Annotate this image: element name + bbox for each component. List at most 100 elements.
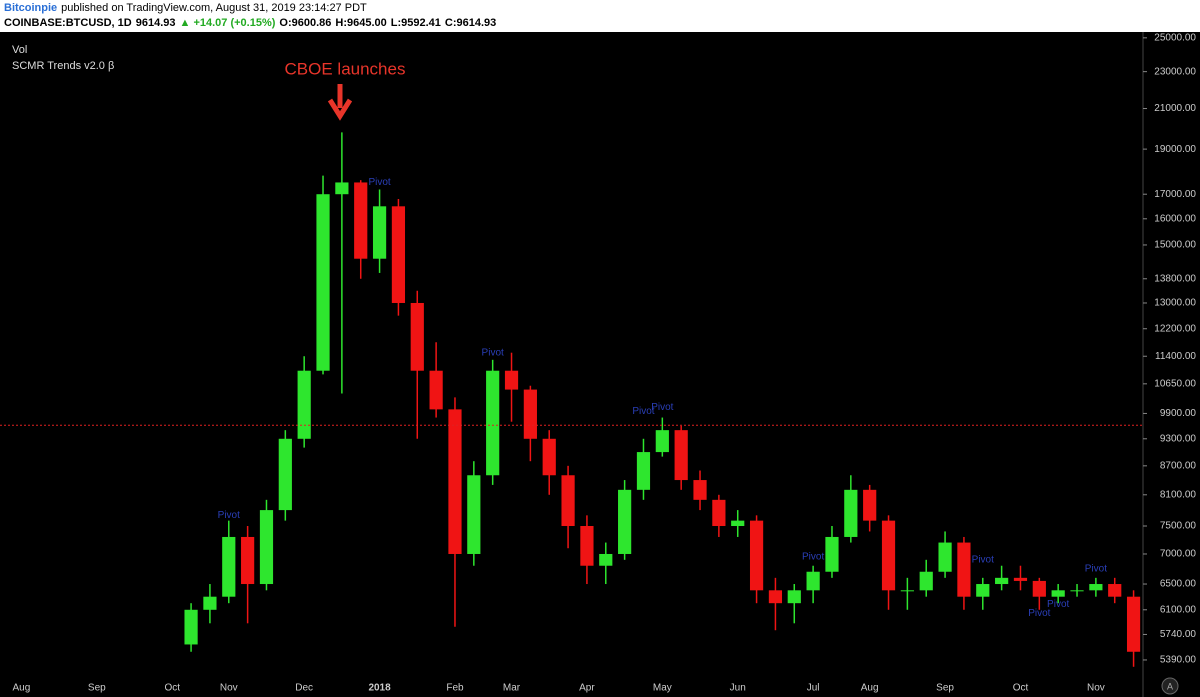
candle-body	[354, 182, 368, 259]
low: L:9592.41	[390, 17, 441, 29]
high: H:9645.00	[335, 17, 387, 29]
candle-body	[825, 536, 839, 572]
legend-item: Vol	[12, 44, 27, 56]
candle-body	[523, 389, 537, 439]
y-tick-label: 5740.00	[1160, 629, 1197, 640]
x-tick-label: Mar	[503, 683, 521, 694]
candle-body	[938, 542, 952, 572]
candle-body	[278, 438, 292, 511]
y-tick-label: 7000.00	[1160, 549, 1197, 560]
author[interactable]: Bitcoinpie	[4, 2, 58, 14]
y-tick-label: 11400.00	[1155, 351, 1196, 362]
pivot-label: Pivot	[482, 347, 504, 358]
candle-body	[222, 536, 236, 597]
candle-body	[372, 206, 387, 259]
x-tick-label: Sep	[936, 683, 954, 694]
published: published on TradingView.com, August 31,…	[61, 2, 367, 14]
last: 9614.93	[135, 17, 176, 29]
x-tick-label: Dec	[295, 683, 313, 694]
y-tick-label: 9900.00	[1160, 408, 1197, 419]
candle-body	[580, 526, 594, 566]
y-tick-label: 10650.00	[1154, 378, 1196, 389]
x-tick-label: Oct	[164, 683, 180, 694]
candle-body	[618, 489, 632, 554]
candle-body	[844, 489, 858, 537]
y-tick-label: 23000.00	[1154, 66, 1196, 77]
candle-body	[542, 438, 556, 476]
y-tick-label: 6500.00	[1160, 579, 1197, 590]
y-tick-label: 15000.00	[1154, 240, 1196, 251]
candle-body	[599, 553, 613, 566]
pivot-label: Pivot	[802, 552, 824, 563]
candle-body	[429, 370, 443, 410]
y-tick-label: 13000.00	[1154, 298, 1196, 309]
auto-scale-button[interactable]	[1161, 677, 1179, 695]
x-tick-label: Aug	[861, 683, 879, 694]
legend-item: SCMR Trends v2.0 β	[12, 60, 114, 72]
candle-body	[976, 584, 990, 597]
y-tick-label: 6100.00	[1160, 604, 1197, 615]
y-tick-label: 9300.00	[1160, 433, 1197, 444]
candle-body	[900, 590, 914, 592]
header: Bitcoinpie published on TradingView.com, …	[0, 0, 1200, 32]
x-tick-label: Nov	[220, 683, 238, 694]
y-tick-label: 8700.00	[1160, 460, 1197, 471]
candle-body	[1089, 584, 1103, 591]
pivot-label: Pivot	[368, 177, 390, 188]
x-tick-label: Nov	[1087, 683, 1105, 694]
x-tick-label: 2018	[368, 683, 391, 694]
candle-body	[297, 370, 311, 439]
candle-body	[674, 430, 688, 481]
candle-body	[184, 609, 198, 645]
y-tick-label: 16000.00	[1154, 213, 1196, 224]
candle-body	[1070, 590, 1084, 592]
x-tick-label: Apr	[579, 683, 595, 694]
pivot-label: Pivot	[218, 510, 240, 521]
x-tick-label: Oct	[1013, 683, 1029, 694]
candle-body	[410, 302, 424, 371]
y-tick-label: 5390.00	[1160, 655, 1197, 666]
x-tick-label: Jun	[730, 683, 746, 694]
candle-body	[919, 571, 933, 591]
candle-body	[749, 520, 764, 591]
candle-body	[863, 489, 877, 521]
pivot-label: Pivot	[651, 402, 673, 413]
x-tick-label: Feb	[446, 683, 464, 694]
pivot-label: Pivot	[1047, 599, 1069, 610]
annotation: CBOE launches	[285, 59, 406, 78]
candle-body	[806, 571, 820, 591]
candle-body	[316, 194, 330, 371]
candle-body	[1032, 580, 1046, 597]
symbol: COINBASE:BTCUSD, 1D	[4, 17, 132, 29]
change: ▲ +14.07 (+0.15%)	[179, 17, 276, 29]
candle-body	[693, 480, 707, 500]
x-tick-label: May	[653, 683, 672, 694]
candle-body	[203, 596, 217, 610]
pivot-label: Pivot	[1028, 608, 1050, 619]
candle-body	[957, 542, 971, 597]
y-tick-label: 19000.00	[1154, 144, 1196, 155]
y-tick-label: 13800.00	[1154, 273, 1196, 284]
candle-body	[391, 206, 406, 303]
candle-body	[712, 499, 726, 527]
candle-body	[768, 590, 783, 604]
annotation-arrow	[327, 84, 353, 121]
y-tick-label: 12200.00	[1154, 323, 1196, 334]
candle-body	[881, 520, 896, 591]
candle-body	[486, 370, 500, 476]
y-tick-label: 17000.00	[1154, 189, 1196, 200]
candle-body	[636, 452, 651, 490]
candle-body	[241, 536, 255, 585]
candle-body	[1013, 577, 1028, 581]
candle-body	[1126, 596, 1141, 652]
pivot-label: Pivot	[1085, 563, 1107, 574]
candle-body	[467, 475, 481, 554]
auto-scale-label: A	[1167, 681, 1173, 691]
pivot-label: Pivot	[972, 554, 994, 565]
y-tick-label: 7500.00	[1160, 521, 1197, 532]
x-tick-label: Sep	[88, 683, 106, 694]
candle-body	[1108, 584, 1122, 597]
candle-body	[995, 577, 1009, 585]
